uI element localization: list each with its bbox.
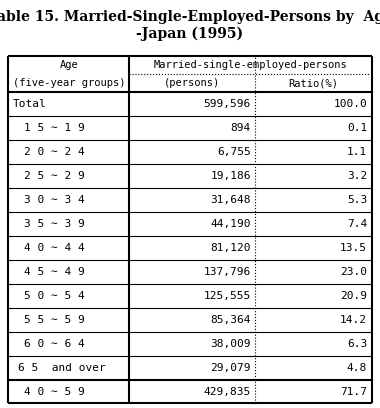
Text: 13.5: 13.5 (340, 243, 367, 253)
Text: 137,796: 137,796 (204, 267, 251, 277)
Text: 0.1: 0.1 (347, 123, 367, 133)
Text: 2 0 ∼ 2 4: 2 0 ∼ 2 4 (24, 147, 85, 157)
Text: 85,364: 85,364 (210, 315, 251, 325)
Text: 6 5  and over: 6 5 and over (18, 363, 106, 373)
Text: 7.4: 7.4 (347, 219, 367, 229)
Text: 100.0: 100.0 (333, 99, 367, 109)
Text: 599,596: 599,596 (204, 99, 251, 109)
Text: 894: 894 (231, 123, 251, 133)
Text: 81,120: 81,120 (210, 243, 251, 253)
Text: Ratio(%): Ratio(%) (288, 78, 339, 88)
Text: 29,079: 29,079 (210, 363, 251, 373)
Text: 2 5 ∼ 2 9: 2 5 ∼ 2 9 (24, 171, 85, 181)
Text: Table 15. Married-Single-Employed-Persons by  Age: Table 15. Married-Single-Employed-Person… (0, 10, 380, 24)
Text: 4 0 ∼ 5 9: 4 0 ∼ 5 9 (24, 387, 85, 397)
Text: Age: Age (59, 60, 78, 70)
Text: 6.3: 6.3 (347, 339, 367, 349)
Text: 23.0: 23.0 (340, 267, 367, 277)
Text: 6 0 ∼ 6 4: 6 0 ∼ 6 4 (24, 339, 85, 349)
Text: 1.1: 1.1 (347, 147, 367, 157)
Text: -Japan (1995): -Japan (1995) (136, 27, 244, 41)
Text: 5 5 ∼ 5 9: 5 5 ∼ 5 9 (24, 315, 85, 325)
Text: 38,009: 38,009 (210, 339, 251, 349)
Text: 19,186: 19,186 (210, 171, 251, 181)
Text: 6,755: 6,755 (217, 147, 251, 157)
Text: 44,190: 44,190 (210, 219, 251, 229)
Text: 20.9: 20.9 (340, 291, 367, 301)
Text: (persons): (persons) (164, 78, 220, 88)
Text: Total: Total (13, 99, 47, 109)
Text: 31,648: 31,648 (210, 195, 251, 205)
Text: 3 5 ∼ 3 9: 3 5 ∼ 3 9 (24, 219, 85, 229)
Text: (five-year groups): (five-year groups) (13, 78, 125, 88)
Text: 14.2: 14.2 (340, 315, 367, 325)
Text: 4 0 ∼ 4 4: 4 0 ∼ 4 4 (24, 243, 85, 253)
Text: 1 5 ∼ 1 9: 1 5 ∼ 1 9 (24, 123, 85, 133)
Text: 4.8: 4.8 (347, 363, 367, 373)
Text: 125,555: 125,555 (204, 291, 251, 301)
Text: 71.7: 71.7 (340, 387, 367, 397)
Text: Married-single-employed-persons: Married-single-employed-persons (154, 60, 347, 70)
Text: 3 0 ∼ 3 4: 3 0 ∼ 3 4 (24, 195, 85, 205)
Text: 3.2: 3.2 (347, 171, 367, 181)
Text: 5.3: 5.3 (347, 195, 367, 205)
Text: 4 5 ∼ 4 9: 4 5 ∼ 4 9 (24, 267, 85, 277)
Text: 5 0 ∼ 5 4: 5 0 ∼ 5 4 (24, 291, 85, 301)
Text: 429,835: 429,835 (204, 387, 251, 397)
